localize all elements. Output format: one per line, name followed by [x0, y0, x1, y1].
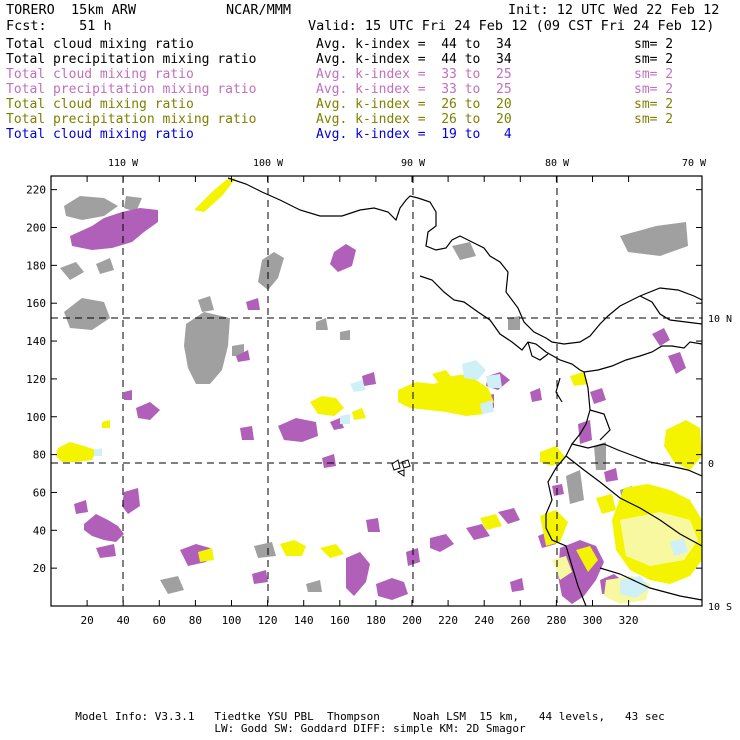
yellow-field	[56, 178, 702, 584]
x-tick-label: 220	[438, 614, 458, 627]
y-axis-labels: 220 200 180 160 140 120 100 80 60 40 20	[26, 184, 46, 576]
legend-kindex: Avg. k-index = 33 to 25	[316, 67, 512, 82]
x-tick-label: 60	[153, 614, 166, 627]
y-tick-label: 160	[26, 297, 46, 310]
legend-field: Total precipitation mixing ratio	[6, 52, 257, 67]
x-tick-label: 160	[330, 614, 350, 627]
y-tick-label: 120	[26, 373, 46, 386]
x-tick-label: 260	[510, 614, 530, 627]
legend-kindex: Avg. k-index = 26 to 20	[316, 112, 512, 127]
map-frame	[50, 175, 703, 607]
legend-sm: sm= 2	[634, 97, 674, 112]
latitude-label: 10 N	[708, 314, 732, 325]
model-info-line2: LW: Godd SW: Goddard DIFF: simple KM: 2D…	[214, 722, 526, 735]
longitude-label: 80 W	[545, 158, 570, 169]
x-tick-label: 100	[222, 614, 242, 627]
model-info-line1: Model Info: V3.3.1 Tiedtke YSU PBL Thomp…	[75, 710, 665, 723]
longitude-label: 110 W	[108, 158, 139, 169]
longitude-labels: 110 W 100 W 90 W 80 W 70 W	[108, 158, 707, 169]
longitude-label: 90 W	[401, 158, 426, 169]
legend-sm: sm= 2	[634, 37, 674, 52]
latitude-label: 0	[708, 459, 714, 470]
y-tick-label: 40	[33, 524, 46, 537]
x-tick-label: 200	[402, 614, 422, 627]
legend-field: Total cloud mixing ratio	[6, 67, 194, 82]
y-tick-label: 200	[26, 222, 46, 235]
init-time: Init: 12 UTC Wed 22 Feb 12	[508, 2, 720, 18]
forecast-hour: Fcst: 51 h	[6, 18, 112, 34]
x-tick-label: 300	[583, 614, 603, 627]
legend-sm: sm= 2	[634, 67, 674, 82]
latitude-label: 10 S	[708, 602, 732, 613]
y-tick-label: 180	[26, 259, 46, 272]
x-tick-label: 80	[189, 614, 202, 627]
legend-sm: sm= 2	[634, 52, 674, 67]
x-tick-label: 280	[546, 614, 566, 627]
legend-kindex: Avg. k-index = 44 to 34	[316, 37, 512, 52]
x-tick-label: 240	[474, 614, 494, 627]
x-axis-labels: 20 40 60 80 100 120 140 160 180 200 220 240 260 280 30…	[80, 614, 638, 627]
x-tick-label: 40	[117, 614, 130, 627]
longitude-label: 70 W	[682, 158, 707, 169]
legend-field: Total precipitation mixing ratio	[6, 82, 257, 97]
y-tick-label: 80	[33, 449, 46, 462]
latlon-grid	[51, 176, 702, 606]
legend-field: Total cloud mixing ratio	[6, 127, 194, 142]
legend-kindex: Avg. k-index = 33 to 25	[316, 82, 512, 97]
legend-kindex: Avg. k-index = 19 to 4	[316, 127, 512, 142]
y-tick-label: 20	[33, 562, 46, 575]
coastlines	[227, 177, 703, 607]
galapagos	[391, 459, 411, 477]
legend-sm: sm= 2	[634, 82, 674, 97]
x-tick-label: 180	[366, 614, 386, 627]
x-tick-label: 20	[80, 614, 93, 627]
latitude-labels: 10 N 0 10 S	[708, 314, 732, 613]
y-tick-label: 60	[33, 486, 46, 499]
y-tick-label: 220	[26, 184, 46, 197]
valid-time: Valid: 15 UTC Fri 24 Feb 12 (09 CST Fri …	[308, 18, 715, 34]
purple-field	[70, 208, 686, 604]
y-tick-label: 140	[26, 335, 46, 348]
gray-field	[60, 196, 688, 594]
legend-field: Total cloud mixing ratio	[6, 97, 194, 112]
cyan-field	[94, 360, 688, 598]
legend-field: Total cloud mixing ratio	[6, 37, 194, 52]
legend-sm: sm= 2	[634, 112, 674, 127]
y-tick-label: 100	[26, 411, 46, 424]
forecast-fields	[56, 178, 702, 604]
legend-kindex: Avg. k-index = 44 to 34	[316, 52, 512, 67]
x-tick-label: 320	[619, 614, 639, 627]
legend-field: Total precipitation mixing ratio	[6, 112, 257, 127]
longitude-label: 100 W	[253, 158, 284, 169]
org-label: NCAR/MMM	[226, 2, 292, 18]
legend-kindex: Avg. k-index = 26 to 20	[316, 97, 512, 112]
axis-ticks	[51, 176, 702, 606]
model-title: TORERO 15km ARW	[6, 2, 137, 18]
x-tick-label: 140	[294, 614, 314, 627]
x-tick-label: 120	[258, 614, 278, 627]
